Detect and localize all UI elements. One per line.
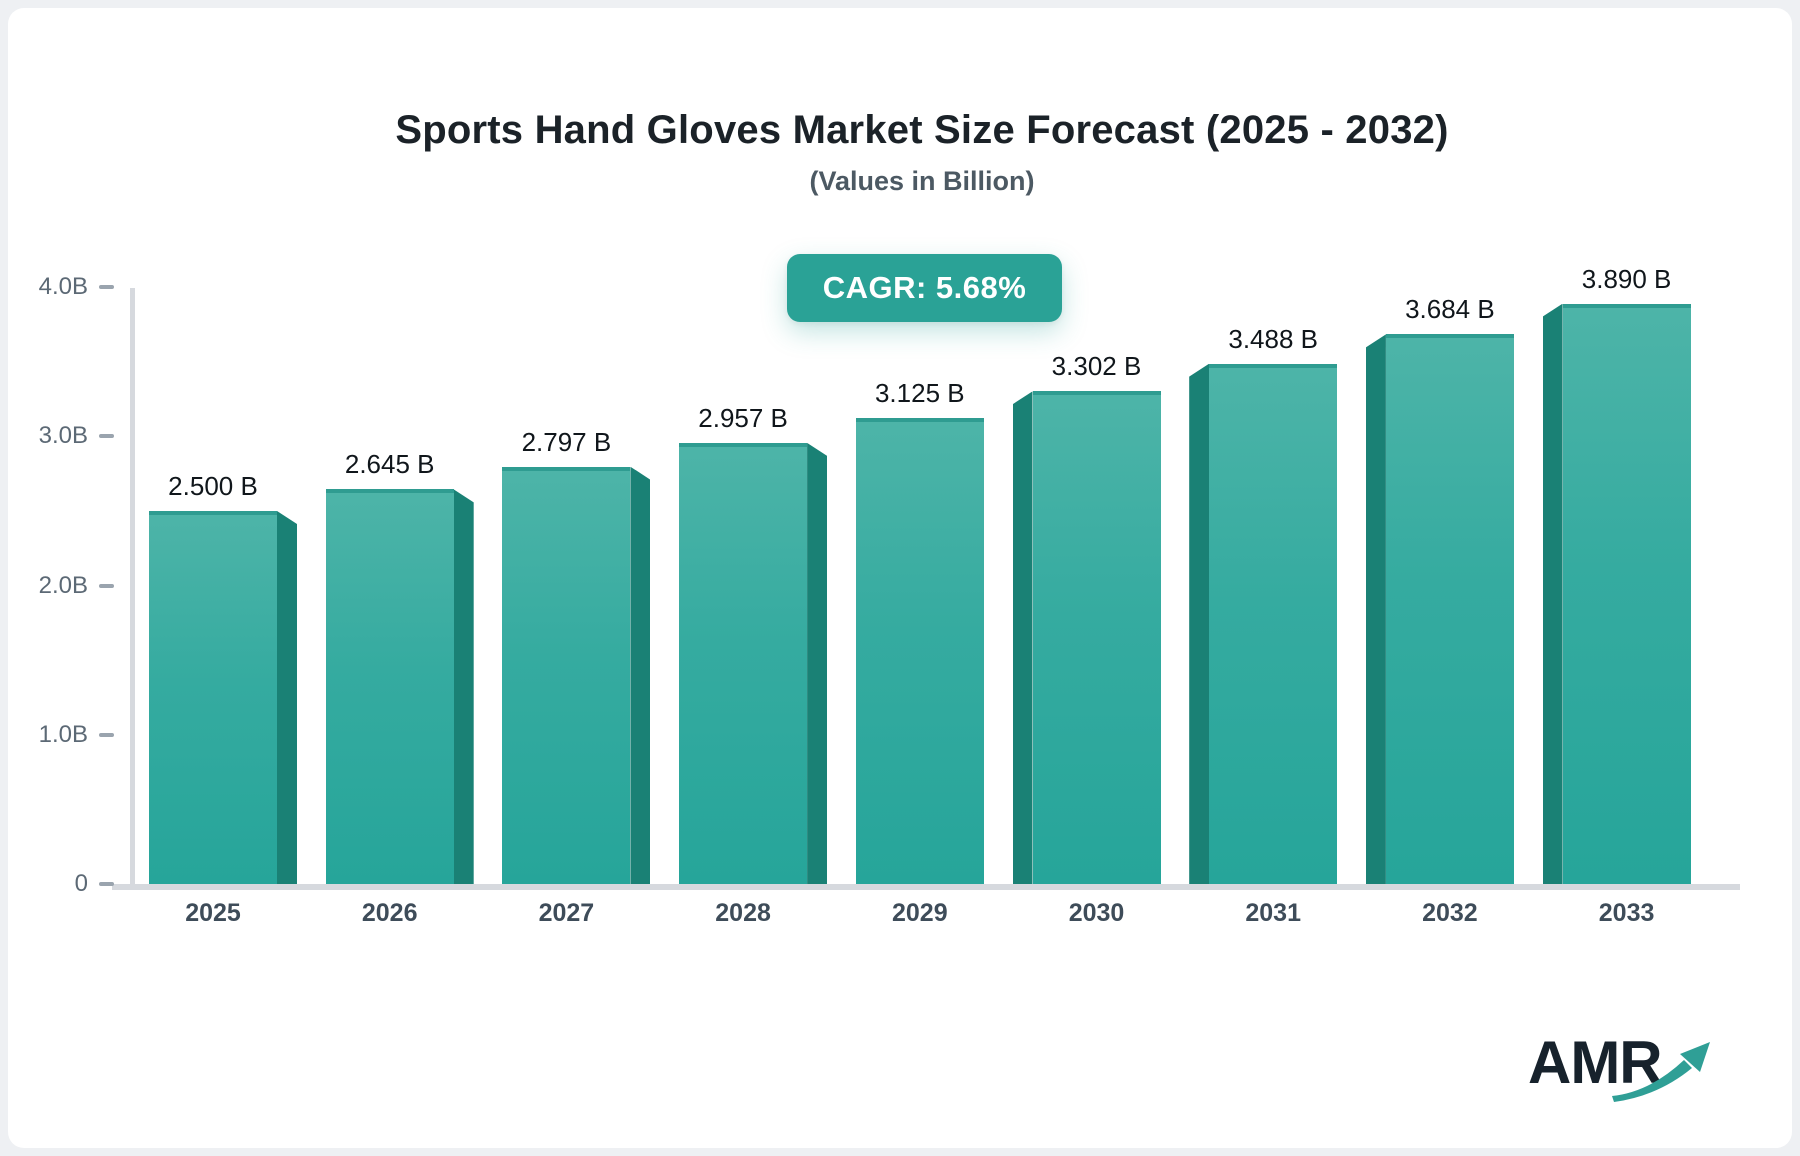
bar-value-label: 2.500 B <box>168 471 258 501</box>
growth-arrow-icon <box>1612 1042 1710 1102</box>
bar-side-2030 <box>1012 391 1033 884</box>
bar-value-label: 3.890 B <box>1581 263 1672 294</box>
x-axis-label-2032: 2032 <box>1422 899 1478 927</box>
bar-value-label: 2.957 B <box>698 402 788 433</box>
y-tick-mark <box>99 882 114 886</box>
x-axis-label-2029: 2029 <box>891 899 948 927</box>
chart-subtitle: (Values in Billion) <box>809 166 1035 196</box>
bar-side-2028 <box>807 442 828 884</box>
bar-value-label: 2.645 B <box>344 449 435 480</box>
y-tick-mark <box>99 285 114 290</box>
bar-value-label: 3.302 B <box>1051 351 1142 382</box>
x-axis-label-2033: 2033 <box>1598 899 1655 927</box>
bar-side-2033 <box>1542 303 1563 884</box>
y-tick-label: 0 <box>74 870 88 897</box>
bar-side-2026 <box>453 489 474 884</box>
bar-value-label: 3.125 B <box>874 377 965 408</box>
x-axis-label-2030: 2030 <box>1068 899 1125 927</box>
bar-side-2032 <box>1365 334 1386 884</box>
bar-value-label: 3.488 B <box>1228 323 1318 354</box>
cagr-badge-label: CAGR: 5.68% <box>822 270 1027 305</box>
bar-2025[interactable] <box>149 511 277 884</box>
y-axis-line <box>130 288 135 884</box>
bar-2029[interactable] <box>855 417 984 884</box>
y-tick-label: 1.0B <box>38 720 88 748</box>
x-axis-label-2028: 2028 <box>715 899 771 927</box>
bar-value-label: 2.797 B <box>521 426 612 457</box>
y-tick-mark <box>99 434 114 439</box>
y-tick-label: 4.0B <box>38 273 88 301</box>
bar-2033[interactable] <box>1562 303 1691 884</box>
y-tick-label: 3.0B <box>38 422 88 450</box>
x-axis-label-2026: 2026 <box>361 899 418 927</box>
x-axis-label-2027: 2027 <box>538 899 595 927</box>
y-tick-mark <box>99 583 114 588</box>
bar-2032[interactable] <box>1385 334 1514 884</box>
bar-side-2025 <box>277 511 297 884</box>
cagr-badge: CAGR: 5.68% <box>787 254 1062 322</box>
y-tick-mark <box>99 732 114 737</box>
bar-2028[interactable] <box>679 442 808 884</box>
bar-2031[interactable] <box>1209 363 1338 884</box>
bar-value-label: 3.684 B <box>1405 294 1495 325</box>
bar-2030[interactable] <box>1032 391 1161 884</box>
bar-2027[interactable] <box>502 466 631 884</box>
x-axis-label-2031: 2031 <box>1245 899 1301 927</box>
amr-logo-text: AMR <box>1528 1029 1663 1096</box>
x-axis-line <box>112 884 1740 890</box>
chart-title: Sports Hand Gloves Market Size Forecast … <box>395 108 1449 152</box>
bar-side-2027 <box>630 466 651 884</box>
x-axis-label-2025: 2025 <box>185 899 241 927</box>
bar-side-2031 <box>1189 363 1210 884</box>
bar-2026[interactable] <box>325 489 454 884</box>
amr-logo: AMR <box>1528 1032 1718 1112</box>
y-tick-label: 2.0B <box>38 571 88 599</box>
